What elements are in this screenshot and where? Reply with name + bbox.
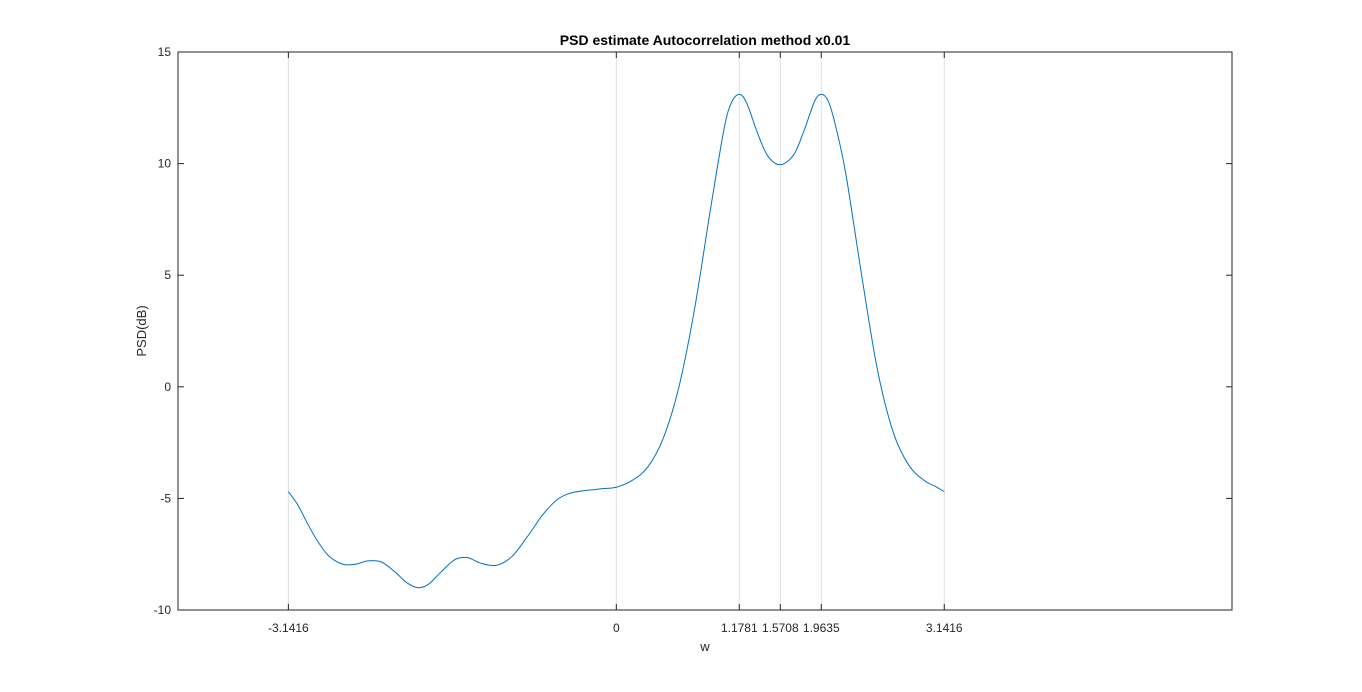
y-tick-label: -5	[160, 491, 171, 505]
grid-layer	[287, 52, 945, 610]
y-tick-label: 10	[158, 157, 172, 171]
y-axis-label: PSD(dB)	[134, 305, 149, 356]
axes-box	[177, 51, 1233, 611]
series-layer	[287, 93, 945, 589]
y-tick-label: 5	[164, 268, 171, 282]
y-tick-label: -10	[154, 603, 172, 617]
x-axis-label: w	[699, 639, 710, 654]
x-tick-label: -3.1416	[268, 621, 309, 635]
x-tick-label: 3.1416	[926, 621, 963, 635]
psd-series-line	[287, 93, 945, 589]
x-tick-label: 1.1781	[721, 621, 758, 635]
y-tick-label: 15	[158, 45, 172, 59]
x-tick-label: 1.5708	[762, 621, 799, 635]
chart-title: PSD estimate Autocorrelation method x0.0…	[560, 32, 851, 48]
plot-area	[178, 52, 1232, 610]
ticks-layer: -3.1416 0 1.1781 1.5708 1.9635 3.1416 -10 -5 0 5 1…	[154, 45, 1232, 635]
x-tick-label: 0	[613, 621, 620, 635]
x-tick-label: 1.9635	[803, 621, 840, 635]
y-tick-label: 0	[164, 380, 171, 394]
